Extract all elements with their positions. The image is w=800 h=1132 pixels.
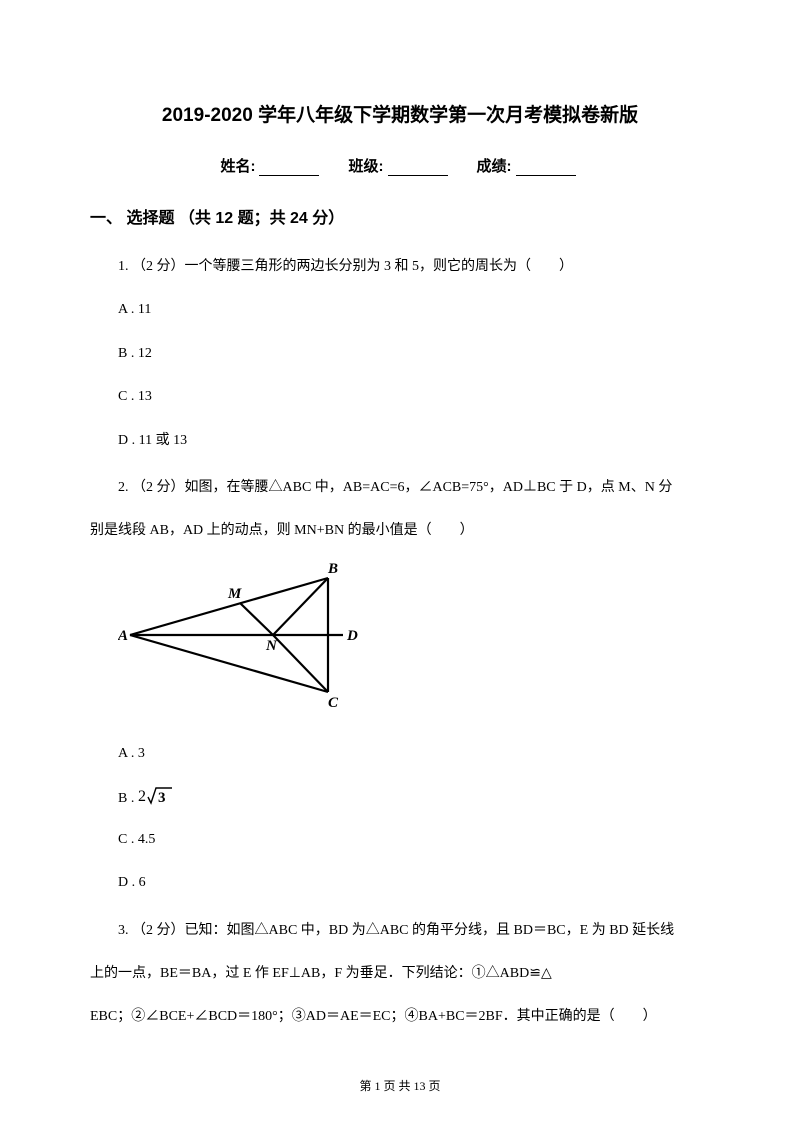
name-blank[interactable] (259, 161, 319, 176)
edge-MN (240, 603, 273, 635)
q2-figure: A B C D M N (118, 560, 710, 721)
triangle-diagram: A B C D M N (118, 560, 378, 710)
q2-line1: 2. （2 分）如图，在等腰△ABC 中，AB=AC=6，∠ACB=75°，AD… (118, 473, 710, 502)
label-M: M (227, 586, 242, 602)
q3-line3: EBC；②∠BCE+∠BCD＝180°；③AD＝AE＝EC；④BA+BC＝2BF… (90, 1002, 710, 1031)
q1-option-d[interactable]: D . 11 或 13 (118, 426, 710, 455)
page-footer: 第 1 页 共 13 页 (0, 1077, 800, 1094)
two: 2 (138, 788, 146, 805)
q2-b-prefix: B . (118, 791, 138, 806)
class-label: 班级: (349, 158, 384, 175)
label-B: B (327, 561, 338, 577)
q2-option-c[interactable]: C . 4.5 (118, 825, 710, 854)
q1-text: 1. （2 分）一个等腰三角形的两边长分别为 3 和 5，则它的周长为（ ） (118, 252, 710, 281)
q3-line2: 上的一点，BE＝BA，过 E 作 EF⊥AB，F 为垂足．下列结论：①△ABD≌… (90, 959, 710, 988)
q2-option-b[interactable]: B . 2 3 (118, 783, 710, 813)
question-1: 1. （2 分）一个等腰三角形的两边长分别为 3 和 5，则它的周长为（ ） A… (90, 252, 710, 455)
q1-option-a[interactable]: A . 11 (118, 295, 710, 324)
q2-option-a[interactable]: A . 3 (118, 739, 710, 768)
label-D: D (346, 628, 358, 644)
label-A: A (118, 628, 128, 644)
class-blank[interactable] (388, 161, 448, 176)
name-label: 姓名: (220, 158, 255, 175)
question-3: 3. （2 分）已知：如图△ABC 中，BD 为△ABC 的角平分线，且 BD＝… (90, 916, 710, 1032)
q2-option-d[interactable]: D . 6 (118, 868, 710, 897)
q1-option-c[interactable]: C . 13 (118, 382, 710, 411)
expr-2-sqrt-3: 2 3 (138, 783, 174, 807)
question-2: 2. （2 分）如图，在等腰△ABC 中，AB=AC=6，∠ACB=75°，AD… (90, 473, 710, 898)
section-1-header: 一、 选择题 （共 12 题；共 24 分） (90, 204, 710, 228)
three: 3 (158, 790, 166, 806)
q1-option-b[interactable]: B . 12 (118, 339, 710, 368)
edge-AC (130, 635, 328, 692)
exam-title: 2019-2020 学年八年级下学期数学第一次月考模拟卷新版 (90, 100, 710, 127)
label-N: N (265, 638, 278, 654)
q3-line1: 3. （2 分）已知：如图△ABC 中，BD 为△ABC 的角平分线，且 BD＝… (118, 916, 710, 945)
score-blank[interactable] (516, 161, 576, 176)
student-info-line: 姓名: 班级: 成绩: (90, 155, 710, 176)
score-label: 成绩: (477, 158, 512, 175)
q2-line2: 别是线段 AB，AD 上的动点，则 MN+BN 的最小值是（ ） (90, 516, 710, 545)
label-C: C (328, 695, 339, 710)
